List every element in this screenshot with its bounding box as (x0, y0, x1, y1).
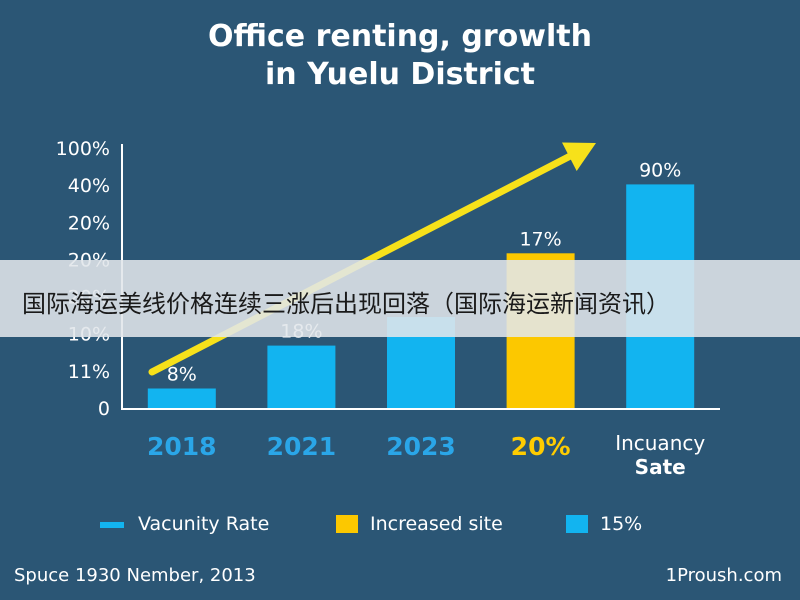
x-tick-label: 2023 (386, 432, 456, 461)
source-note: Spuce 1930 Nember, 2013 (14, 565, 256, 586)
chart-title-line-2: in Yuelu District (265, 57, 535, 92)
chart-title: Office renting, growlth in Yuelu Distric… (0, 18, 800, 94)
bar (267, 345, 336, 408)
x-tick-label: 2021 (267, 432, 337, 461)
data-label: 8% (167, 364, 197, 386)
y-tick-label: 0 (98, 398, 110, 420)
x-tick-label: 2018 (147, 432, 217, 461)
legend-label: Vacunity Rate (138, 513, 270, 535)
x-tick-label: Sate (635, 455, 686, 479)
legend-label: Increased site (370, 513, 503, 535)
data-label: 90% (639, 159, 681, 181)
bar (147, 388, 216, 408)
y-tick-label: 100% (56, 138, 110, 160)
y-tick-label: 11% (68, 361, 110, 383)
legend-swatch-square (566, 515, 588, 533)
data-label: 17% (519, 228, 561, 250)
news-banner-text: 国际海运美线价格连续三涨后出现回落（国际海运新闻资讯） (22, 290, 670, 318)
news-banner-overlay: 国际海运美线价格连续三涨后出现回落（国际海运新闻资讯） (0, 260, 800, 337)
legend-label: 15% (600, 513, 643, 535)
legend-swatch-dash (100, 522, 124, 528)
trend-arrow-head (562, 142, 596, 171)
y-tick-label: 40% (68, 175, 110, 197)
y-tick-label: 20% (68, 212, 110, 234)
x-tick-label: 20% (511, 432, 571, 461)
website-credit: 1Proush.com (665, 565, 782, 586)
legend-swatch-square (336, 515, 358, 533)
x-tick-label: Incuancy (615, 431, 705, 455)
chart-title-line-1: Office renting, growlth (208, 19, 592, 54)
